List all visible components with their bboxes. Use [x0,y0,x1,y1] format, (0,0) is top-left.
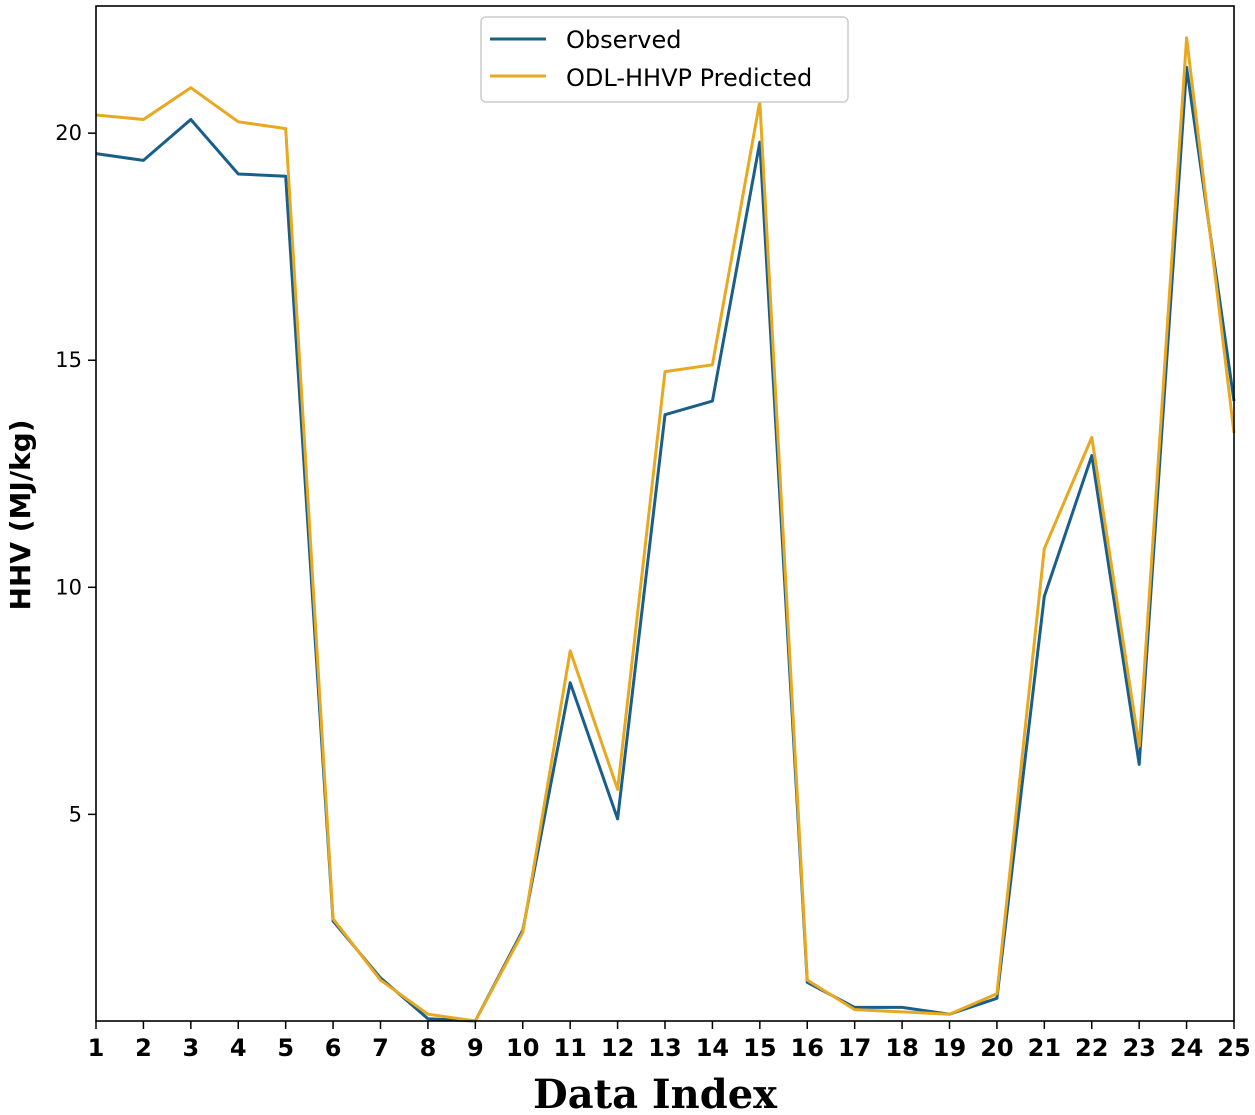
x-tick-label: 22 [1075,1034,1108,1062]
x-tick-label: 7 [372,1034,389,1062]
x-tick-label: 8 [420,1034,437,1062]
x-tick-label: 18 [885,1034,918,1062]
x-tick-label: 11 [553,1034,586,1062]
x-tick-label: 13 [648,1034,681,1062]
x-tick-label: 24 [1170,1034,1203,1062]
y-tick-label: 20 [55,121,82,145]
x-axis: 1 2 3 4 5 6 7 8 9 10 11 12 13 14 15 16 17 18 19 20 21 22 23 24 2… [88,1021,1251,1062]
x-tick-label: 6 [325,1034,342,1062]
x-tick-label: 9 [467,1034,484,1062]
x-tick-label: 20 [980,1034,1013,1062]
x-tick-label: 10 [506,1034,539,1062]
x-tick-label: 21 [1028,1034,1061,1062]
x-tick-label: 5 [277,1034,294,1062]
x-tick-label: 15 [743,1034,776,1062]
x-tick-label: 12 [601,1034,634,1062]
x-tick-label: 1 [88,1034,105,1062]
x-tick-label: 25 [1217,1034,1250,1062]
x-axis-label: Data Index [533,1071,778,1115]
plot-area [96,6,1234,1021]
y-tick-label: 5 [69,802,82,826]
x-tick-label: 3 [182,1034,199,1062]
y-axis: 5 10 15 20 [55,121,96,826]
x-tick-label: 19 [933,1034,966,1062]
x-tick-label: 16 [791,1034,824,1062]
y-axis-label: HHV (MJ/kg) [4,419,37,610]
x-tick-label: 14 [696,1034,729,1062]
legend-label-predicted: ODL-HHVP Predicted [566,64,812,92]
y-tick-label: 15 [55,348,82,372]
x-tick-label: 4 [230,1034,247,1062]
x-tick-label: 17 [838,1034,871,1062]
line-chart: 5101520 1 2 3 4 5 6 7 8 9 10 11 12 13 14 15 16 17 18 19 20 2… [0,0,1255,1115]
y-tick-label: 10 [55,575,82,599]
legend-label-observed: Observed [566,26,681,54]
x-tick-label: 2 [135,1034,152,1062]
x-tick-label: 23 [1122,1034,1155,1062]
legend: Observed ODL-HHVP Predicted [481,17,848,102]
